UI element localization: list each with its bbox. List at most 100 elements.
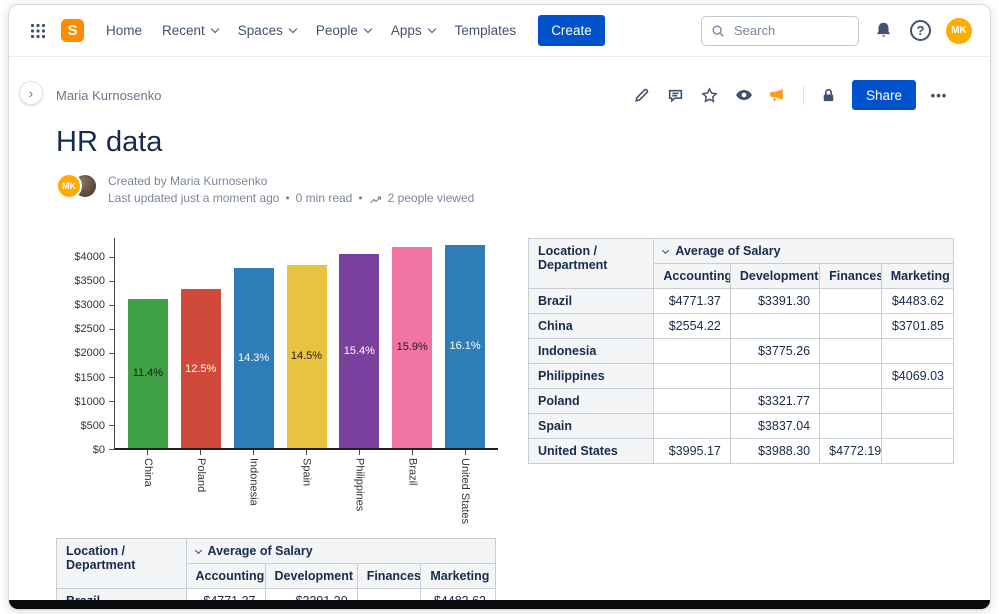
table-cell [881, 413, 953, 438]
bar-brazil: 15.9% [392, 247, 432, 448]
y-tick-label: $3000 [74, 299, 114, 311]
x-tick-mark [200, 450, 201, 455]
comment-button[interactable] [661, 80, 691, 110]
share-button[interactable]: Share [852, 80, 916, 110]
toolbar-divider [803, 85, 804, 105]
nav-templates[interactable]: Templates [445, 15, 527, 47]
table-row-label: Spain [529, 413, 654, 438]
table-row: Poland$3321.77 [529, 388, 954, 413]
salary-table-bottom: Location / DepartmentAverage of SalaryAc… [56, 538, 496, 600]
bar-percent-label: 14.3% [238, 352, 269, 364]
nav-apps-label: Apps [391, 23, 422, 38]
announcement-icon [769, 87, 786, 104]
top-navbar: S Home Recent Spaces People Apps Templat… [9, 5, 990, 57]
nav-home[interactable]: Home [96, 15, 152, 47]
author-avatar[interactable]: MK [56, 173, 82, 199]
table-cell: $4772.19 [820, 438, 882, 463]
nav-people[interactable]: People [306, 15, 381, 47]
nav-spaces[interactable]: Spaces [228, 15, 306, 47]
app-switcher-button[interactable] [23, 16, 53, 46]
table-column-header: Finances [357, 563, 421, 588]
table-cell [820, 313, 882, 338]
table-column-header: Accounting [654, 263, 731, 288]
table-row-label: Brazil [529, 288, 654, 313]
chevron-down-icon [427, 24, 435, 32]
table-column: Location / DepartmentAverage of SalaryAc… [528, 238, 954, 464]
nav-recent[interactable]: Recent [152, 15, 228, 47]
page-byline: MK Created by Maria Kurnosenko Last upda… [56, 173, 954, 208]
table-cell [820, 413, 882, 438]
bar-percent-label: 16.1% [450, 340, 481, 352]
lock-icon [820, 87, 837, 104]
expand-sidebar-button[interactable]: › [19, 81, 43, 105]
table-cell [881, 388, 953, 413]
restrictions-button[interactable] [814, 80, 844, 110]
table-cell [881, 338, 953, 363]
chart-column: $4000$3500$3000$2500$2000$1500$1000$500$… [56, 238, 498, 524]
table-cell: $3321.77 [730, 388, 819, 413]
table-row: Brazil$4771.37$3391.30$4483.62 [57, 588, 496, 600]
search-box[interactable] [701, 16, 859, 46]
nav-templates-label: Templates [455, 23, 517, 38]
table-cell [730, 313, 819, 338]
y-tick-label: $0 [93, 444, 114, 456]
bar-philippines: 15.4% [339, 254, 379, 448]
separator-dot: • [285, 190, 289, 207]
search-input[interactable] [732, 22, 849, 39]
table-column-header: Marketing [421, 563, 496, 588]
table-cell: $3995.17 [654, 438, 731, 463]
more-actions-button[interactable]: ••• [924, 80, 954, 110]
table-column-header: Marketing [881, 263, 953, 288]
create-button[interactable]: Create [538, 15, 605, 46]
notifications-button[interactable] [872, 19, 895, 42]
table-column-header: Accounting [186, 563, 265, 588]
table-row-label: Brazil [57, 588, 187, 600]
x-axis-label: Philippines [339, 450, 379, 524]
x-axis-label: United States [445, 450, 485, 524]
breadcrumb-author-link[interactable]: Maria Kurnosenko [56, 88, 162, 103]
table-row: Spain $3837.04 [529, 413, 954, 438]
bar-percent-label: 14.5% [291, 350, 322, 362]
user-avatar[interactable]: MK [946, 18, 972, 44]
space-logo[interactable]: S [61, 19, 84, 42]
question-mark-icon: ? [910, 20, 931, 41]
table-cell: $3837.04 [730, 413, 819, 438]
app-grid-icon [30, 23, 46, 39]
table-cell: $3391.30 [730, 288, 819, 313]
watch-button[interactable] [729, 80, 759, 110]
x-tick-mark [253, 450, 254, 455]
table-group-header: Average of Salary [654, 238, 954, 263]
plot-column: 11.4%12.5%14.3%14.5%15.4%15.9%16.1% Chin… [114, 238, 498, 524]
nav-apps[interactable]: Apps [381, 15, 445, 47]
x-tick-mark [147, 450, 148, 455]
table-cell: $3775.26 [730, 338, 819, 363]
y-axis: $4000$3500$3000$2500$2000$1500$1000$500$… [62, 238, 114, 450]
table-column-header: Development [265, 563, 357, 588]
chevron-down-icon [194, 547, 201, 554]
eye-icon [735, 86, 753, 104]
table-cell: $4771.37 [186, 588, 265, 600]
y-tick-label: $500 [81, 420, 114, 432]
table-cell [654, 338, 731, 363]
ellipsis-icon: ••• [931, 88, 948, 103]
help-button[interactable]: ? [908, 18, 933, 43]
table-row-label: United States [529, 438, 654, 463]
table-cell [654, 413, 731, 438]
byline-meta: Last updated just a moment ago • 0 min r… [108, 190, 474, 207]
x-category-label: China [142, 458, 154, 487]
star-button[interactable] [695, 80, 725, 110]
x-axis-label: Brazil [392, 450, 432, 524]
chevron-down-icon [662, 247, 669, 254]
people-viewed-text[interactable]: 2 people viewed [388, 190, 475, 207]
x-category-label: United States [459, 458, 471, 524]
x-axis-labels: ChinaPolandIndonesiaSpainPhilippinesBraz… [115, 450, 498, 524]
table-column-header: Finances [820, 263, 882, 288]
announcement-button[interactable] [763, 80, 793, 110]
x-axis-label: China [128, 450, 168, 524]
edit-button[interactable] [627, 80, 657, 110]
chevron-right-icon: › [29, 85, 34, 101]
y-tick-label: $2000 [74, 347, 114, 359]
primary-nav: Home Recent Spaces People Apps Templates [96, 15, 526, 47]
bar-percent-label: 15.4% [344, 345, 375, 357]
byline-text: Created by Maria Kurnosenko Last updated… [108, 173, 474, 208]
